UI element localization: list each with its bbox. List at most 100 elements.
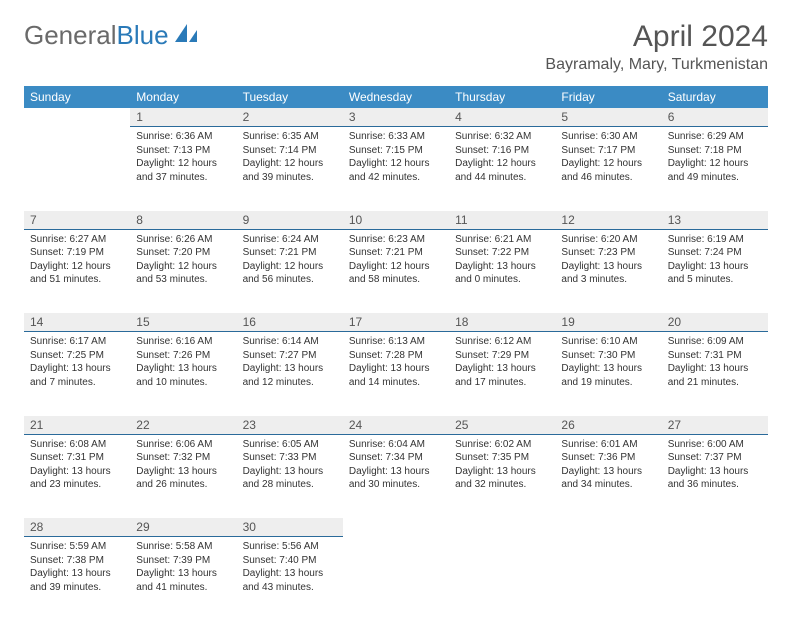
day-cell: Sunrise: 6:16 AMSunset: 7:26 PMDaylight:…: [130, 332, 236, 416]
day-number-cell: 2: [237, 108, 343, 127]
col-monday: Monday: [130, 86, 236, 108]
day-number-cell: 14: [24, 313, 130, 332]
daylight-line: Daylight: 13 hours and 19 minutes.: [561, 363, 642, 388]
location: Bayramaly, Mary, Turkmenistan: [545, 56, 768, 74]
day-number-cell: 21: [24, 416, 130, 435]
sunset-line: Sunset: 7:18 PM: [668, 145, 742, 156]
day-cell: Sunrise: 6:01 AMSunset: 7:36 PMDaylight:…: [555, 434, 661, 518]
day-cell-body: Sunrise: 6:21 AMSunset: 7:22 PMDaylight:…: [449, 230, 555, 293]
sunrise-line: Sunrise: 6:26 AM: [136, 234, 212, 245]
week-row: Sunrise: 6:17 AMSunset: 7:25 PMDaylight:…: [24, 332, 768, 416]
daylight-line: Daylight: 12 hours and 49 minutes.: [668, 158, 749, 183]
day-number-cell: [343, 518, 449, 537]
daylight-line: Daylight: 13 hours and 5 minutes.: [668, 261, 749, 286]
sunset-line: Sunset: 7:30 PM: [561, 350, 635, 361]
sunset-line: Sunset: 7:35 PM: [455, 452, 529, 463]
sunrise-line: Sunrise: 6:05 AM: [243, 439, 319, 450]
sunset-line: Sunset: 7:39 PM: [136, 555, 210, 566]
day-number-cell: 13: [662, 211, 768, 230]
sunset-line: Sunset: 7:20 PM: [136, 247, 210, 258]
sunrise-line: Sunrise: 6:01 AM: [561, 439, 637, 450]
day-cell-body: Sunrise: 6:06 AM Sunset: 7:32 PM Daylight:…: [130, 435, 236, 498]
daylight-line: Daylight: 13 hours and 23 minutes.: [30, 466, 111, 491]
day-number-cell: 11: [449, 211, 555, 230]
sunrise-line: Sunrise: 6:10 AM: [561, 336, 637, 347]
header: GeneralBlue April 2024 Bayramaly, Mary, …: [24, 20, 768, 74]
sunset-line: Sunset: 7:22 PM: [455, 247, 529, 258]
day-cell: [24, 127, 130, 211]
day-number-row: 78910111213: [24, 211, 768, 230]
daylight-line: Daylight: 12 hours and 39 minutes.: [243, 158, 324, 183]
sunset-line: Sunset: 7:27 PM: [243, 350, 317, 361]
day-number-cell: 6: [662, 108, 768, 127]
sunset-line: Sunset: 7:33 PM: [243, 452, 317, 463]
daylight-line: Daylight: 13 hours and 26 minutes.: [136, 466, 217, 491]
week-row: Sunrise: 6:27 AMSunset: 7:19 PMDaylight:…: [24, 229, 768, 313]
day-cell-body: Sunrise: 6:09 AMSunset: 7:31 PMDaylight:…: [662, 332, 768, 395]
daylight-line: Daylight: 12 hours and 51 minutes.: [30, 261, 111, 286]
daylight-line: Daylight: 13 hours and 7 minutes.: [30, 363, 111, 388]
daylight-line: Daylight: 13 hours and 36 minutes.: [668, 466, 749, 491]
month-title: April 2024: [545, 20, 768, 54]
sunset-line: Sunset: 7:34 PM: [349, 452, 423, 463]
brand-part2: Blue: [117, 20, 169, 51]
daylight-line: Daylight: 12 hours and 37 minutes.: [136, 158, 217, 183]
day-number-row: 21222324252627: [24, 416, 768, 435]
sunset-line: Sunset: 7:14 PM: [243, 145, 317, 156]
day-cell-body: Sunrise: 6:20 AMSunset: 7:23 PMDaylight:…: [555, 230, 661, 293]
sunset-line: Sunset: 7:28 PM: [349, 350, 423, 361]
day-cell: Sunrise: 6:29 AMSunset: 7:18 PMDaylight:…: [662, 127, 768, 211]
sunset-line: Sunset: 7:21 PM: [349, 247, 423, 258]
day-cell: Sunrise: 6:36 AMSunset: 7:13 PMDaylight:…: [130, 127, 236, 211]
logo: GeneralBlue: [24, 20, 201, 51]
day-cell-body: Sunrise: 5:56 AMSunset: 7:40 PMDaylight:…: [237, 537, 343, 600]
day-cell: [343, 537, 449, 621]
sunset-line: Sunset: 7:15 PM: [349, 145, 423, 156]
day-number-cell: 8: [130, 211, 236, 230]
col-sunday: Sunday: [24, 86, 130, 108]
daylight-line: Daylight: 13 hours and 30 minutes.: [349, 466, 430, 491]
day-cell-body: Sunrise: 6:12 AMSunset: 7:29 PMDaylight:…: [449, 332, 555, 395]
col-wednesday: Wednesday: [343, 86, 449, 108]
day-cell-body: Sunrise: 6:27 AMSunset: 7:19 PMDaylight:…: [24, 230, 130, 293]
daylight-line: Daylight: 13 hours and 14 minutes.: [349, 363, 430, 388]
day-cell: Sunrise: 5:58 AMSunset: 7:39 PMDaylight:…: [130, 537, 236, 621]
day-cell: Sunrise: 6:30 AMSunset: 7:17 PMDaylight:…: [555, 127, 661, 211]
day-number-cell: 27: [662, 416, 768, 435]
sunrise-line: Sunrise: 6:12 AM: [455, 336, 531, 347]
day-number-cell: [555, 518, 661, 537]
day-cell: Sunrise: 6:00 AMSunset: 7:37 PMDaylight:…: [662, 434, 768, 518]
sunrise-line: Sunrise: 6:06 AM: [136, 439, 212, 450]
day-cell-body: Sunrise: 6:14 AMSunset: 7:27 PMDaylight:…: [237, 332, 343, 395]
day-cell-body: Sunrise: 6:32 AMSunset: 7:16 PMDaylight:…: [449, 127, 555, 190]
sunset-line: Sunset: 7:25 PM: [30, 350, 104, 361]
col-saturday: Saturday: [662, 86, 768, 108]
day-number-cell: 15: [130, 313, 236, 332]
sunrise-line: Sunrise: 6:08 AM: [30, 439, 106, 450]
day-cell-body: Sunrise: 6:17 AMSunset: 7:25 PMDaylight:…: [24, 332, 130, 395]
day-cell: Sunrise: 6:21 AMSunset: 7:22 PMDaylight:…: [449, 229, 555, 313]
day-cell: Sunrise: 6:26 AMSunset: 7:20 PMDaylight:…: [130, 229, 236, 313]
day-number-cell: 9: [237, 211, 343, 230]
sunrise-line: Sunrise: 6:14 AM: [243, 336, 319, 347]
sunset-line: Sunset: 7:32 PM: [136, 452, 210, 463]
daylight-line: Daylight: 12 hours and 58 minutes.: [349, 261, 430, 286]
day-cell: Sunrise: 6:09 AMSunset: 7:31 PMDaylight:…: [662, 332, 768, 416]
sunset-line: Sunset: 7:31 PM: [668, 350, 742, 361]
day-cell: Sunrise: 6:35 AMSunset: 7:14 PMDaylight:…: [237, 127, 343, 211]
day-number-cell: [24, 108, 130, 127]
day-cell-body: Sunrise: 6:08 AMSunset: 7:31 PMDaylight:…: [24, 435, 130, 498]
sunrise-line: Sunrise: 6:00 AM: [668, 439, 744, 450]
brand-part1: General: [24, 20, 117, 51]
day-number-cell: 12: [555, 211, 661, 230]
sunrise-line: Sunrise: 6:16 AM: [136, 336, 212, 347]
daylight-line: Daylight: 12 hours and 56 minutes.: [243, 261, 324, 286]
day-cell-body: Sunrise: 6:24 AMSunset: 7:21 PMDaylight:…: [237, 230, 343, 293]
day-cell: Sunrise: 6:32 AMSunset: 7:16 PMDaylight:…: [449, 127, 555, 211]
col-thursday: Thursday: [449, 86, 555, 108]
sunrise-line: Sunrise: 6:33 AM: [349, 131, 425, 142]
sunset-line: Sunset: 7:38 PM: [30, 555, 104, 566]
day-cell: Sunrise: 5:59 AMSunset: 7:38 PMDaylight:…: [24, 537, 130, 621]
title-block: April 2024 Bayramaly, Mary, Turkmenistan: [545, 20, 768, 74]
day-number-cell: 17: [343, 313, 449, 332]
